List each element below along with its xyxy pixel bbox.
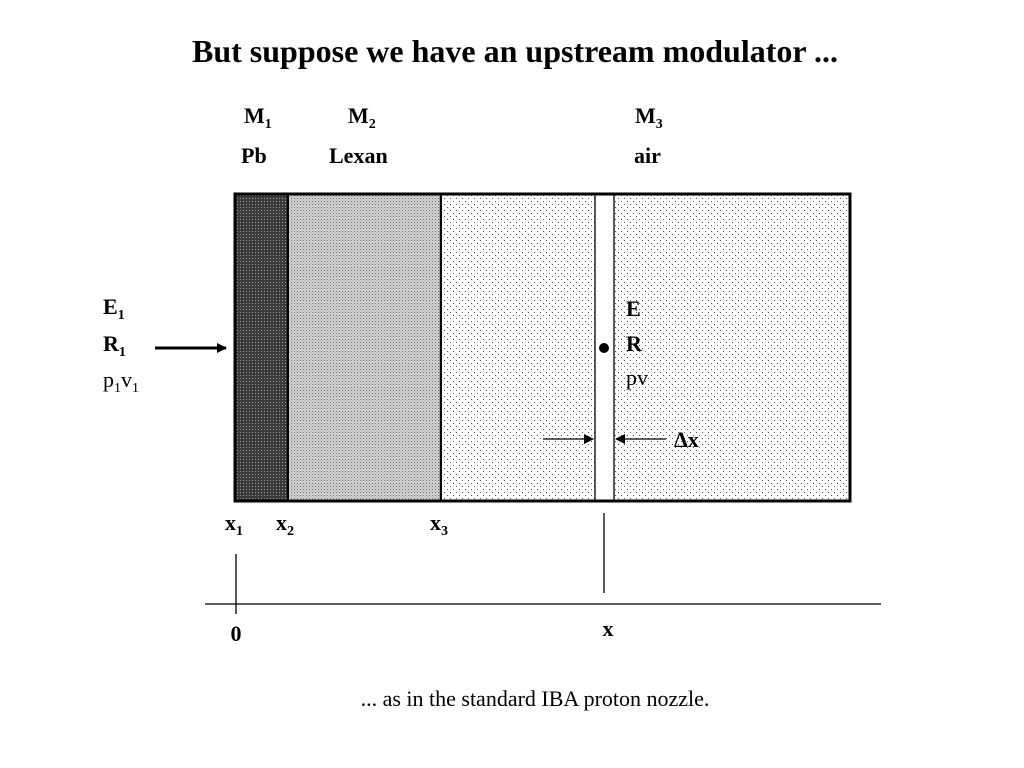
label-x2: x2: [276, 510, 294, 539]
axis-position-label: x: [603, 616, 614, 641]
axis-origin-label: 0: [231, 621, 242, 646]
slab-labels: E R pv: [626, 296, 648, 390]
material-label-m3: M3 air: [634, 103, 663, 168]
material-symbol-m2: M2: [348, 103, 376, 132]
material-name-pb: Pb: [241, 143, 267, 168]
caption: ... as in the standard IBA proton nozzle…: [361, 686, 710, 711]
label-r: R: [626, 331, 643, 356]
label-x3: x3: [430, 510, 448, 539]
incoming-beam-labels: E1 R1 p1v1: [103, 294, 139, 396]
material-name-air: air: [634, 143, 661, 168]
material-symbol-m1: M1: [244, 103, 272, 132]
region-lexan: [289, 195, 441, 501]
label-x1: x1: [225, 510, 243, 539]
region-air: [442, 195, 850, 501]
label-pv: pv: [626, 365, 648, 390]
label-e: E: [626, 296, 641, 321]
page-title: But suppose we have an upstream modulato…: [192, 33, 838, 69]
material-label-m2: M2 Lexan: [329, 103, 388, 168]
label-p1v1: p1v1: [103, 367, 139, 396]
region-pb: [236, 195, 288, 501]
modulator-frame: [233, 192, 852, 503]
label-delta-x: Δx: [674, 427, 699, 452]
label-e1: E1: [103, 294, 125, 323]
material-name-lexan: Lexan: [329, 143, 388, 168]
modulator-stack: [233, 192, 852, 503]
material-label-m1: M1 Pb: [241, 103, 272, 168]
label-r1: R1: [103, 331, 126, 360]
slab-center-dot: [599, 343, 609, 353]
material-symbol-m3: M3: [635, 103, 663, 132]
